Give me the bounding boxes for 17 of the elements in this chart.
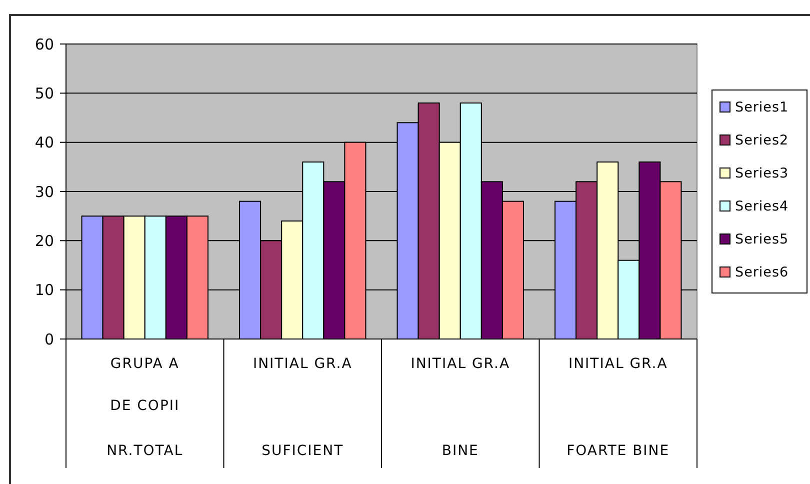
legend-label: Series6 bbox=[735, 264, 789, 281]
y-tick-label: 20 bbox=[34, 232, 54, 250]
y-tick-label: 10 bbox=[34, 281, 54, 300]
category-label: GRUPA A DE COPII NR.TOTAL bbox=[106, 356, 184, 459]
legend-label: Series5 bbox=[735, 232, 789, 248]
legend-label: Series2 bbox=[735, 132, 789, 149]
category-label: INITIAL GR.A FOARTE BINE bbox=[566, 356, 670, 459]
category-label: INITIAL GR.A BINE bbox=[410, 356, 510, 459]
legend-label: Series4 bbox=[735, 198, 789, 215]
y-tick-label: 30 bbox=[34, 182, 54, 201]
y-tick-label: 50 bbox=[34, 84, 54, 102]
category-label: INITIAL GR.A SUFICIENT bbox=[252, 356, 352, 459]
y-tick-label: 40 bbox=[34, 134, 54, 152]
legend-label: Series1 bbox=[735, 100, 789, 116]
y-tick-label: 0 bbox=[44, 330, 54, 348]
y-tick-label: 60 bbox=[34, 35, 54, 54]
legend-label: Series3 bbox=[735, 166, 789, 182]
